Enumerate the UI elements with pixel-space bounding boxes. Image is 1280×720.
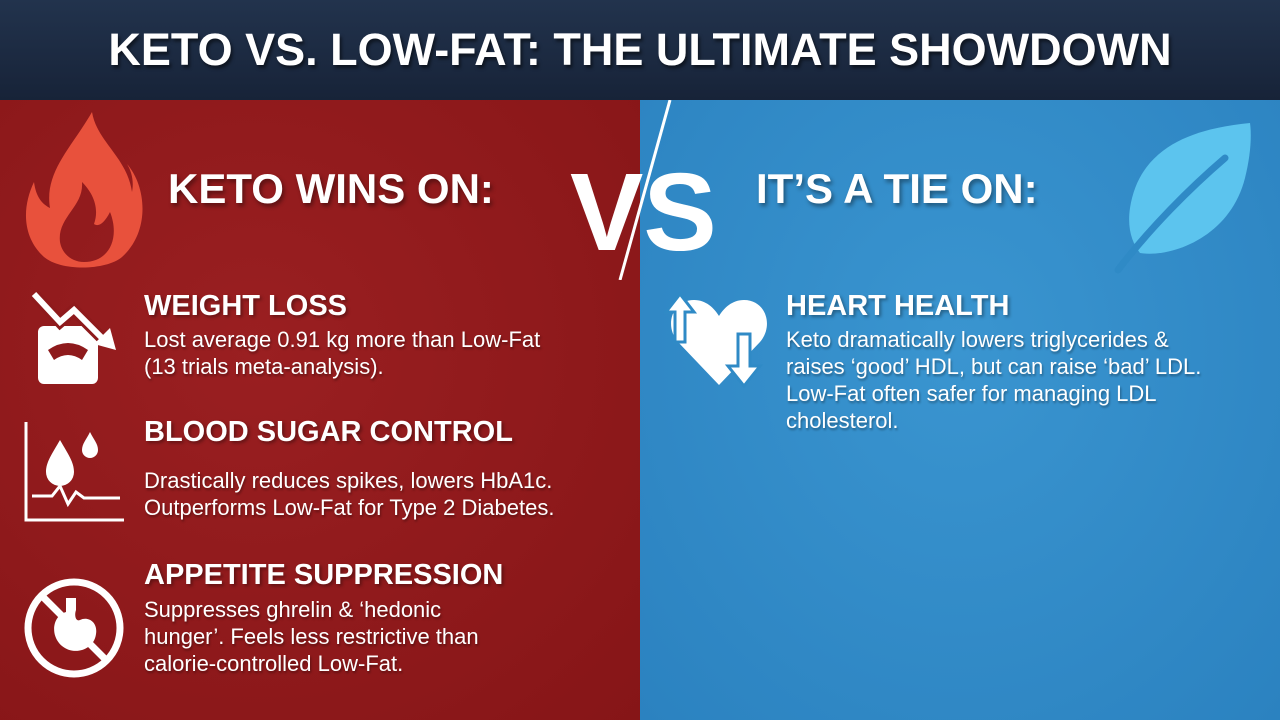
no-stomach-icon [24,578,124,678]
vs-text: VS [570,151,717,274]
keto-heading: KETO WINS ON: [168,165,494,212]
appetite-body: Suppresses ghrelin & ‘hedonic hunger’. F… [144,597,479,676]
heart-health-body: Keto dramatically lowers triglycerides &… [786,327,1202,433]
flame-icon [25,112,143,268]
scale-down-arrow-icon [30,289,116,384]
heart-up-down-arrows-icon [664,291,767,389]
heart-health-title: HEART HEALTH [786,290,1010,322]
blood-sugar-title: BLOOD SUGAR CONTROL [144,416,513,448]
blood-drop-chart-icon [24,422,124,522]
vs-badge-icon: VS [570,100,717,280]
blood-sugar-body: Drastically reduces spikes, lowers HbA1c… [144,468,555,520]
page-title: KETO VS. LOW-FAT: THE ULTIMATE SHOWDOWN [108,24,1172,75]
tie-heading: IT’S A TIE ON: [756,165,1038,212]
weight-loss-title: WEIGHT LOSS [144,290,347,322]
appetite-title: APPETITE SUPPRESSION [144,559,504,591]
weight-loss-body: Lost average 0.91 kg more than Low-Fat (… [144,327,541,379]
leaf-icon [1114,123,1251,274]
header-banner: KETO VS. LOW-FAT: THE ULTIMATE SHOWDOWN [0,0,1280,100]
